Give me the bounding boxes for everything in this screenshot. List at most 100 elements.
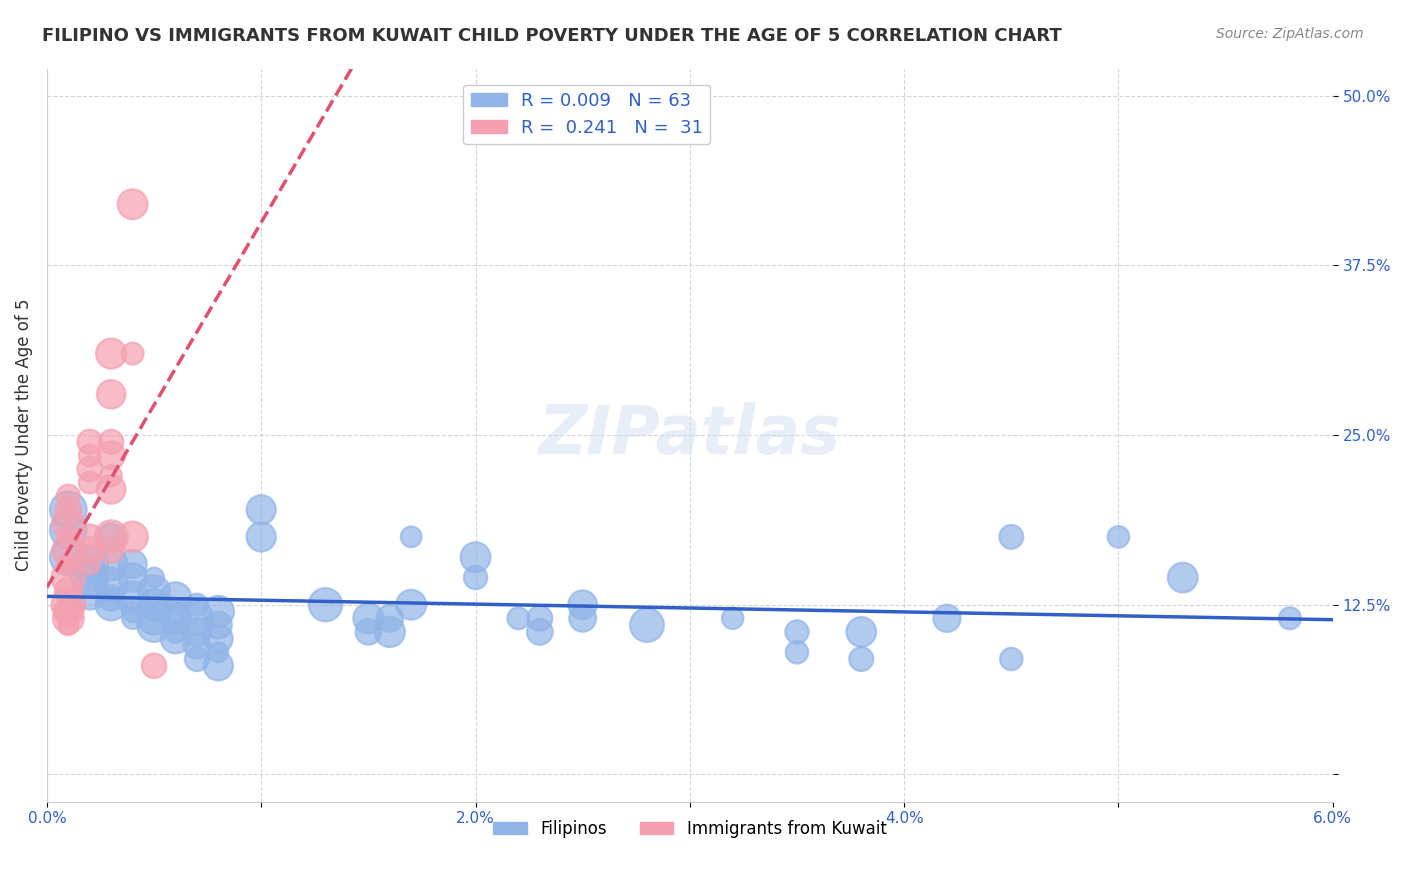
Point: [571, 598, 593, 612]
Point: [786, 624, 808, 639]
Point: [721, 611, 744, 625]
Point: [851, 624, 873, 639]
Point: [143, 571, 166, 585]
Point: [100, 530, 122, 544]
Point: [79, 571, 101, 585]
Point: [58, 543, 80, 558]
Text: Source: ZipAtlas.com: Source: ZipAtlas.com: [1216, 27, 1364, 41]
Point: [100, 483, 122, 497]
Point: [165, 632, 187, 646]
Point: [79, 543, 101, 558]
Point: [851, 652, 873, 666]
Point: [58, 618, 80, 632]
Point: [464, 550, 486, 565]
Point: [79, 434, 101, 449]
Point: [165, 611, 187, 625]
Point: [100, 543, 122, 558]
Point: [143, 598, 166, 612]
Legend: Filipinos, Immigrants from Kuwait: Filipinos, Immigrants from Kuwait: [486, 814, 893, 845]
Point: [207, 618, 229, 632]
Point: [58, 611, 80, 625]
Point: [58, 516, 80, 531]
Point: [58, 523, 80, 537]
Point: [250, 502, 273, 516]
Point: [315, 598, 337, 612]
Point: [121, 591, 143, 605]
Point: [165, 591, 187, 605]
Point: [207, 658, 229, 673]
Point: [100, 598, 122, 612]
Point: [186, 652, 208, 666]
Point: [143, 611, 166, 625]
Point: [1278, 611, 1301, 625]
Point: [79, 557, 101, 571]
Point: [100, 577, 122, 591]
Point: [165, 605, 187, 619]
Point: [399, 530, 422, 544]
Point: [186, 639, 208, 653]
Point: [79, 475, 101, 490]
Point: [529, 624, 551, 639]
Point: [58, 571, 80, 585]
Point: [58, 550, 80, 565]
Point: [100, 387, 122, 401]
Point: [143, 618, 166, 632]
Point: [79, 584, 101, 599]
Point: [207, 632, 229, 646]
Point: [571, 611, 593, 625]
Point: [100, 468, 122, 483]
Point: [100, 346, 122, 360]
Point: [79, 449, 101, 463]
Point: [58, 584, 80, 599]
Y-axis label: Child Poverty Under the Age of 5: Child Poverty Under the Age of 5: [15, 299, 32, 571]
Point: [121, 571, 143, 585]
Point: [58, 502, 80, 516]
Point: [186, 611, 208, 625]
Point: [786, 645, 808, 659]
Point: [58, 489, 80, 503]
Point: [186, 598, 208, 612]
Point: [121, 605, 143, 619]
Point: [357, 611, 380, 625]
Point: [58, 530, 80, 544]
Point: [250, 530, 273, 544]
Point: [143, 658, 166, 673]
Text: FILIPINO VS IMMIGRANTS FROM KUWAIT CHILD POVERTY UNDER THE AGE OF 5 CORRELATION : FILIPINO VS IMMIGRANTS FROM KUWAIT CHILD…: [42, 27, 1062, 45]
Point: [100, 530, 122, 544]
Point: [100, 434, 122, 449]
Point: [378, 611, 401, 625]
Point: [58, 605, 80, 619]
Point: [100, 557, 122, 571]
Point: [100, 449, 122, 463]
Point: [143, 584, 166, 599]
Point: [58, 502, 80, 516]
Point: [79, 530, 101, 544]
Point: [207, 605, 229, 619]
Point: [357, 624, 380, 639]
Point: [1000, 530, 1022, 544]
Point: [399, 598, 422, 612]
Point: [58, 598, 80, 612]
Point: [1171, 571, 1194, 585]
Point: [121, 346, 143, 360]
Point: [1000, 652, 1022, 666]
Point: [121, 557, 143, 571]
Point: [508, 611, 530, 625]
Point: [79, 462, 101, 476]
Point: [636, 618, 658, 632]
Point: [58, 557, 80, 571]
Point: [79, 557, 101, 571]
Point: [207, 645, 229, 659]
Text: ZIPatlas: ZIPatlas: [538, 402, 841, 468]
Point: [464, 571, 486, 585]
Point: [186, 624, 208, 639]
Point: [1107, 530, 1129, 544]
Point: [121, 530, 143, 544]
Point: [100, 591, 122, 605]
Point: [121, 611, 143, 625]
Point: [121, 197, 143, 211]
Point: [165, 624, 187, 639]
Point: [378, 624, 401, 639]
Point: [529, 611, 551, 625]
Point: [936, 611, 959, 625]
